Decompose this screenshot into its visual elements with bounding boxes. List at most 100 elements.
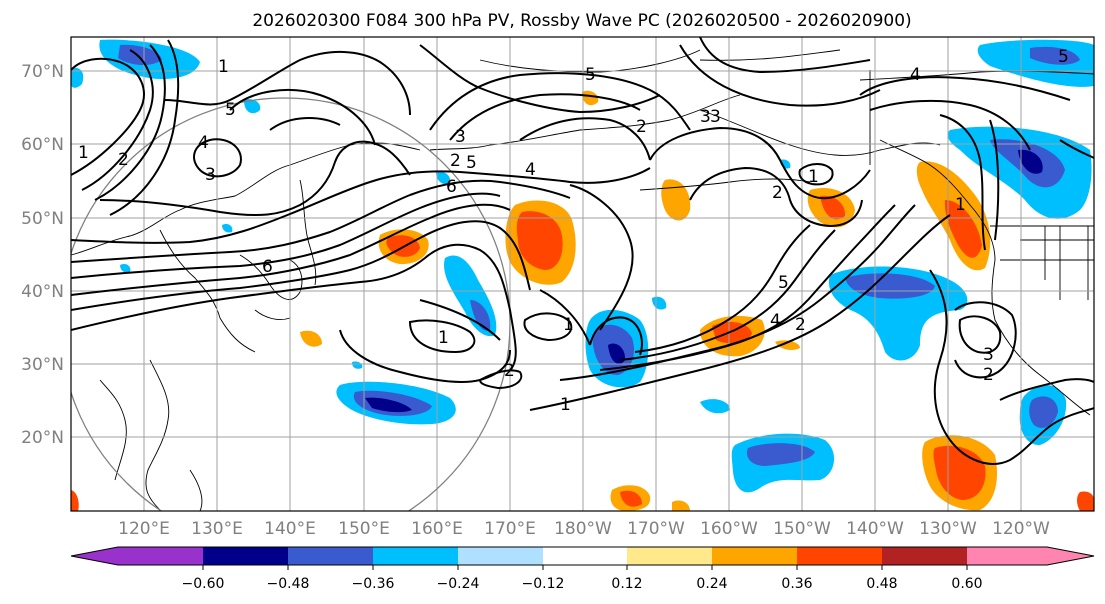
contour-label: 3 (983, 345, 994, 365)
lon-label: 120°E (118, 519, 170, 539)
colorbar-ticks (202, 565, 968, 570)
colorbar-segment (458, 547, 543, 565)
lon-label: 130°W (919, 519, 977, 539)
colorbar-tick-label: −0.12 (522, 576, 565, 592)
negative-anomaly-blob (118, 44, 162, 66)
contour-label: 2 (450, 151, 461, 171)
contour-label: 4 (525, 160, 536, 180)
map-frame (70, 36, 1095, 512)
colorbar-segment (627, 547, 712, 565)
negative-anomaly-blob (352, 361, 363, 369)
contour-label: 1 (218, 57, 229, 77)
contour-label: 6 (446, 177, 457, 197)
positive-anomaly-blob (672, 500, 690, 511)
contour-label: 2 (772, 183, 783, 203)
contour-label: 1 (808, 167, 819, 187)
longitude-labels: 120°E 130°E 140°E 150°E 160°E 170°E 180°… (118, 519, 1050, 539)
negative-anomaly-blob (608, 343, 626, 364)
lon-label: 130°E (191, 519, 243, 539)
lon-label: 150°W (773, 519, 831, 539)
positive-anomaly-blob (775, 340, 800, 350)
contour-label: 4 (198, 133, 209, 153)
contour-label: 5 (778, 273, 789, 293)
lon-label: 140°W (846, 519, 904, 539)
contour-label: 2 (118, 150, 129, 170)
colorbar-tick-label: −0.60 (182, 576, 225, 592)
positive-anomaly-blob (1077, 491, 1094, 511)
negative-anomaly-blob (71, 67, 84, 88)
contour-label: 2 (795, 315, 806, 335)
contour-label: 2 (983, 365, 994, 385)
latitude-labels: 70°N 60°N 50°N 40°N 30°N 20°N (21, 62, 64, 448)
negative-anomaly-blob (700, 399, 730, 414)
negative-anomaly-blob (746, 443, 815, 466)
contour-label: 1 (560, 395, 571, 415)
positive-anomaly-blob (300, 330, 322, 347)
colorbar-segment (882, 547, 967, 565)
colorbar-tick-label: 0.12 (611, 576, 642, 592)
negative-anomaly-blob (470, 300, 491, 331)
positive-anomaly-blob (820, 195, 846, 220)
negative-anomaly-blob (120, 263, 131, 273)
colorbar-segment (967, 547, 1047, 565)
colorbar-tick-label: −0.48 (267, 576, 310, 592)
lat-label: 50°N (21, 209, 64, 229)
colorbar: −0.60 −0.48 −0.36 −0.24 −0.12 0.12 0.24 … (70, 546, 1095, 592)
lon-label: 170°E (484, 519, 536, 539)
contour-label: 4 (910, 65, 921, 85)
contour-label: 3 (455, 127, 466, 147)
colorbar-segment (71, 547, 118, 565)
colorbar-tick-label: −0.24 (437, 576, 480, 592)
contour-label: 5 (225, 100, 236, 120)
colorbar-tick-label: 0.60 (951, 576, 982, 592)
contour-label: 1 (78, 143, 89, 163)
colorbar-segment (373, 547, 458, 565)
positive-anomaly-blob (516, 211, 563, 270)
negative-anomaly-blob (436, 171, 451, 185)
positive-anomaly-blob (582, 90, 599, 106)
contour-label: 5 (585, 65, 596, 85)
negative-anomaly-blob (1029, 396, 1058, 428)
colorbar-segment (288, 547, 373, 565)
contour-label: 1 (955, 195, 966, 215)
lon-label: 140°E (264, 519, 316, 539)
analysis-region-circle (71, 97, 511, 511)
negative-anomaly-blob (1030, 46, 1080, 65)
positive-anomaly-blob (944, 200, 982, 258)
contour-label: 1 (563, 315, 574, 335)
colorbar-segment (712, 547, 797, 565)
lon-label: 170°W (627, 519, 685, 539)
colorbar-tick-label: 0.36 (781, 576, 812, 592)
lon-label: 180°W (554, 519, 612, 539)
lon-label: 160°W (700, 519, 758, 539)
lon-label: 150°E (338, 519, 390, 539)
contour-label: 5 (1058, 47, 1069, 67)
colorbar-segment (1047, 547, 1094, 565)
contour-label: 6 (262, 257, 273, 277)
lon-label: 120°W (992, 519, 1050, 539)
contour-label: 1 (438, 328, 449, 348)
contour-label: 4 (770, 311, 781, 331)
contour-label: 3 (205, 165, 216, 185)
colorbar-tick-label: 0.24 (696, 576, 727, 592)
lon-label: 160°E (411, 519, 463, 539)
pv-contours (71, 37, 1094, 465)
lat-label: 70°N (21, 62, 64, 82)
colorbar-tick-label: 0.48 (866, 576, 897, 592)
colorbar-segment (118, 547, 203, 565)
positive-anomaly-blob (71, 490, 79, 511)
contour-labels: 1 2 3 4 5 6 2 3 4 5 6 1 2 1 2 3 5 3 4 2 (78, 47, 1069, 415)
positive-anomaly-blob (661, 179, 691, 221)
map-panel: 1 2 3 4 5 6 2 3 4 5 6 1 2 1 2 3 5 3 4 2 (70, 36, 1095, 512)
negative-anomaly-blob (222, 223, 233, 233)
positive-anomaly-blob (620, 490, 642, 507)
contour-label: 2 (636, 117, 647, 137)
colorbar-tick-label: −0.36 (352, 576, 395, 592)
negative-anomaly-blob (365, 397, 412, 413)
contour-label: 5 (466, 153, 477, 173)
contour-label: 3 (700, 107, 711, 127)
negative-anomaly-blob (1018, 149, 1043, 174)
negative-anomaly-blob (947, 126, 1092, 219)
colorbar-segment (203, 547, 288, 565)
